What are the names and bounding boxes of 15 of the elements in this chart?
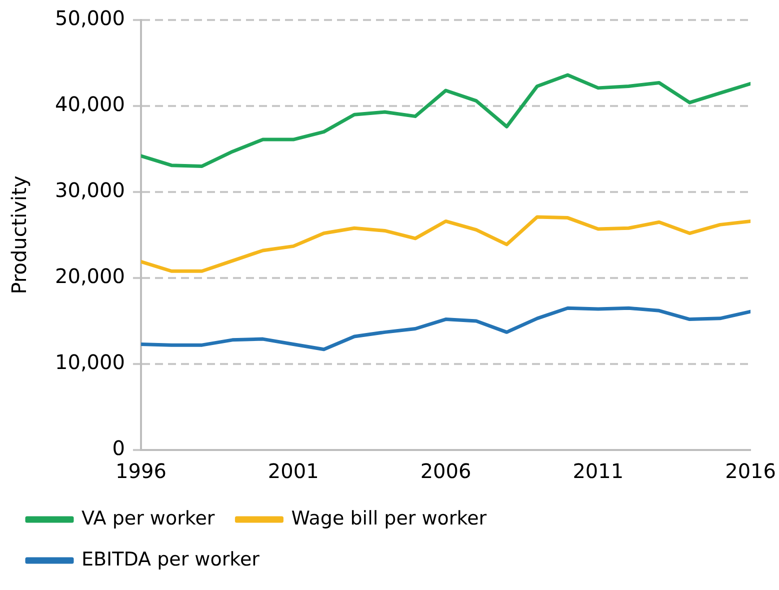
x-tick-label: 2016 <box>725 459 776 484</box>
y-tick-label: 0 <box>112 436 125 460</box>
y-tick-label: 30,000 <box>54 178 125 202</box>
legend-label: Wage bill per worker <box>291 507 487 530</box>
x-tick-label: 2001 <box>268 459 319 484</box>
y-tick-label: 50,000 <box>54 6 125 30</box>
legend-label: VA per worker <box>82 507 215 530</box>
y-axis-title: Productivity <box>7 176 32 294</box>
x-tick-label: 2006 <box>420 459 472 484</box>
x-tick-label: 1996 <box>116 459 166 484</box>
y-tick-label: 40,000 <box>54 92 125 116</box>
legend-label: EBITDA per worker <box>82 548 260 570</box>
x-tick-label: 2011 <box>572 459 624 484</box>
y-tick-label: 10,000 <box>54 350 125 374</box>
y-tick-label: 20,000 <box>54 264 125 288</box>
